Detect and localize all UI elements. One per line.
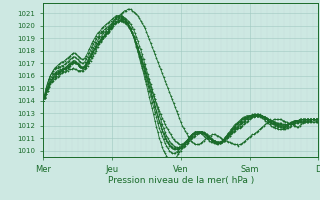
X-axis label: Pression niveau de la mer( hPa ): Pression niveau de la mer( hPa ) bbox=[108, 176, 254, 185]
